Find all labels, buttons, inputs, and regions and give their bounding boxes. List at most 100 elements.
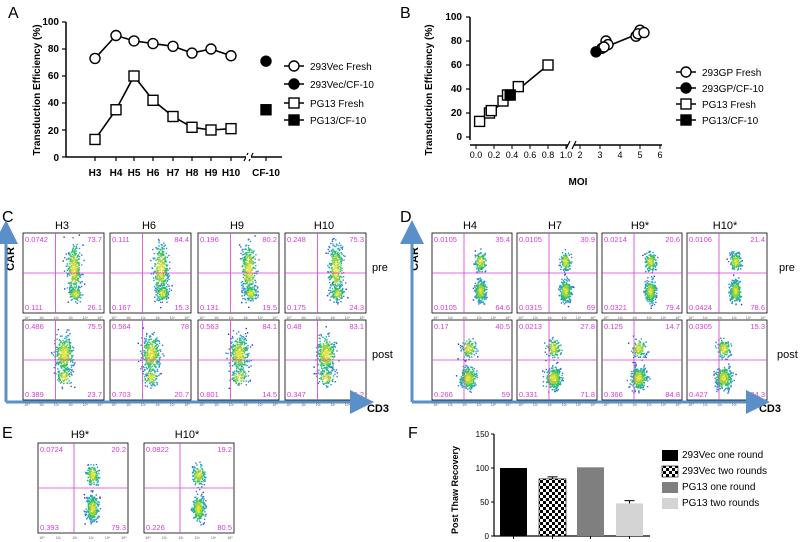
panel-letter-f: F (408, 425, 418, 442)
panel-c-post-1-quad-ll: 0.703 (112, 390, 131, 399)
panel-a-point-0-7 (225, 50, 237, 62)
svg-text:10²: 10² (316, 403, 322, 407)
panel-d-pre-0-quad-lr: 64.6 (495, 303, 510, 312)
panel-a-ytick-2: 40 (48, 98, 60, 109)
svg-text:10³: 10³ (68, 316, 74, 320)
panel-letter-d: D (400, 209, 412, 226)
legend-f-3-label: PG13 two rounds (682, 498, 759, 509)
panel-c-pre-2-quad-ur: 80.2 (262, 235, 277, 244)
panel-c-col-2: H9 (230, 220, 244, 232)
svg-text:10⁵: 10⁵ (272, 316, 278, 320)
svg-text:10⁴: 10⁴ (345, 316, 351, 320)
panel-b-ytick-2: 40 (451, 84, 463, 95)
panel-b-axis-break (571, 140, 577, 150)
panel-a-point-0-3 (147, 37, 159, 50)
panel-a-point-2-6 (205, 124, 217, 136)
panel-a-point-0-0 (89, 52, 101, 65)
panel-c-post-3-quad-ll: 0.347 (287, 390, 306, 399)
panel-f-ytick-0: 0 (485, 532, 490, 541)
panel-d-pre-3-quad-ur: 21.4 (750, 235, 765, 244)
panel-c-row-post: post (372, 349, 393, 361)
panel-d-post-1-quad-ul: 0.0213 (519, 322, 542, 331)
panel-c-post-3-quad-ul: 0.48 (287, 322, 302, 331)
panel-e-0-quad-ul: 0.0724 (40, 445, 63, 454)
svg-text:10¹: 10¹ (301, 403, 307, 407)
panel-letter-c: C (2, 209, 14, 226)
panel-c-pre-2-quad-ll: 0.131 (200, 303, 219, 312)
panel-d-pre-1-quad-ll: 0.0315 (519, 303, 542, 312)
panel-c-post-1-quad-lr: 20.7 (174, 390, 189, 399)
svg-text:10⁵: 10⁵ (505, 316, 511, 320)
panel-b-ytick-1: 20 (451, 108, 463, 119)
svg-text:10²: 10² (141, 316, 147, 320)
legend-a-marker-0 (288, 60, 300, 72)
panel-f-ytick-1: 50 (480, 498, 489, 507)
svg-text:10⁰: 10⁰ (286, 316, 292, 320)
panel-d-post-0-quad-lr: 59 (502, 390, 510, 399)
svg-text:10¹: 10¹ (214, 316, 220, 320)
panel-a-ytick-5: 100 (42, 17, 59, 28)
panel-c-post-1-quad-ur: 78 (181, 322, 189, 331)
panel-b-xtick-r2: 4 (617, 150, 622, 160)
panel-c-post-2-quad-lr: 14.5 (262, 390, 277, 399)
panel-d-pre-1-quad-ul: 0.0105 (519, 235, 542, 244)
legend-f-0-label: 293Vec one round (682, 450, 763, 461)
panel-d-post-2-quad-lr: 84.8 (665, 390, 680, 399)
panel-a-ytick-1: 20 (48, 126, 60, 137)
panel-a-cf10-point-3 (260, 104, 272, 116)
legend-b-0-label: 293GP Fresh (702, 68, 761, 79)
panel-f-chart: Post Thaw Recovery 0 50 100 150 293Vec o… (450, 430, 767, 541)
svg-text:10²: 10² (547, 316, 553, 320)
panel-e-1-quad-lr: 80.5 (217, 523, 232, 532)
svg-text:10¹: 10¹ (39, 316, 45, 320)
svg-text:10⁰: 10⁰ (286, 403, 292, 407)
panel-a-cf10-point-1 (260, 55, 272, 67)
panel-d-pre-2-quad-ll: 0.0321 (604, 303, 627, 312)
panel-d-pre-2-quad-ur: 20.6 (665, 235, 680, 244)
svg-text:10²: 10² (229, 316, 235, 320)
panel-e-1-quad-ur: 19.2 (217, 445, 232, 454)
svg-text:10⁰: 10⁰ (518, 316, 524, 320)
panel-b-xtick-r3: 5 (637, 150, 642, 160)
panel-d-pre-0-quad-ul: 0.0105 (434, 235, 457, 244)
panel-c-post-3-quad-ur: 83.1 (349, 322, 364, 331)
svg-text:10⁵: 10⁵ (359, 403, 365, 407)
panel-b-ytick-4: 80 (451, 36, 463, 47)
svg-text:10⁵: 10⁵ (97, 403, 103, 407)
panel-b-ytick-5: 100 (445, 12, 462, 23)
svg-text:10⁵: 10⁵ (184, 403, 190, 407)
panel-c-pre-0-quad-ll: 0.111 (25, 303, 43, 312)
panel-d-row-pre: pre (779, 262, 795, 274)
panel-d-pre-2-quad-ul: 0.0214 (604, 235, 627, 244)
panel-a-point-2-7 (225, 122, 237, 135)
panel-a-ytick-3: 60 (48, 71, 60, 82)
panel-d-post-1-quad-ur: 27.8 (580, 322, 595, 331)
panel-c-post-2-quad-ul: 0.563 (200, 322, 219, 331)
svg-text:10³: 10³ (243, 316, 249, 320)
panel-d-post-1-quad-ll: 0.331 (519, 390, 538, 399)
panel-d-col-3: H10* (713, 220, 738, 232)
panel-d-col-0: H4 (463, 220, 477, 232)
svg-text:10⁵: 10⁵ (359, 316, 365, 320)
panel-b-point-0-7 (638, 26, 650, 39)
legend-a-0-label: 293Vec Fresh (310, 62, 372, 73)
svg-text:10⁴: 10⁴ (83, 316, 89, 320)
svg-text:10⁴: 10⁴ (83, 403, 89, 407)
panel-c-flow: H3 H6 H9 H10 CAR CD3 0.0742 73.7 0.111 26.1… (0, 220, 393, 415)
panel-c-pre-1-quad-lr: 15.3 (174, 303, 189, 312)
svg-text:10⁰: 10⁰ (24, 403, 30, 407)
panel-a-xtick-cf10: CF-10 (252, 168, 280, 179)
svg-text:10³: 10³ (330, 316, 336, 320)
panel-a-axis-gap (246, 155, 251, 159)
panel-b-xtick-l2: 0.4 (506, 150, 519, 160)
panel-a-ytick-4: 80 (48, 44, 60, 55)
panel-b-ytick-3: 60 (451, 60, 463, 71)
legend-f-swatch-3 (662, 498, 678, 509)
panel-f-ytick-3: 150 (476, 430, 490, 439)
panel-b-xtick-l0: 0.0 (470, 150, 483, 160)
panel-c-post-0-quad-lr: 23.7 (87, 390, 102, 399)
svg-text:10⁴: 10⁴ (345, 403, 351, 407)
panel-a-point-0-4 (167, 40, 179, 52)
panel-c-pre-0-quad-ul: 0.0742 (25, 235, 48, 244)
